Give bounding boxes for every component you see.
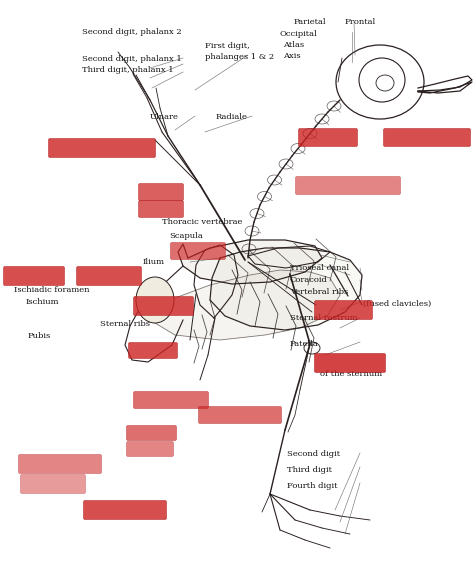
FancyBboxPatch shape [127,425,176,441]
FancyBboxPatch shape [18,455,101,473]
FancyBboxPatch shape [20,475,85,493]
Text: Third digit, phalanx 1: Third digit, phalanx 1 [82,66,173,74]
Text: Coracoid: Coracoid [290,276,328,284]
Text: First digit,: First digit, [205,42,250,50]
Text: Thoracic vertebrae: Thoracic vertebrae [162,218,242,226]
Ellipse shape [136,277,174,323]
Text: of the sternum: of the sternum [320,370,382,378]
FancyBboxPatch shape [134,391,209,408]
Text: Second digit, phalanx 2: Second digit, phalanx 2 [82,28,182,36]
Polygon shape [178,240,322,284]
FancyBboxPatch shape [134,297,193,315]
Text: phalanges 1 & 2: phalanges 1 & 2 [205,53,274,61]
FancyBboxPatch shape [199,407,282,424]
Text: Sternal rostrum: Sternal rostrum [290,314,357,322]
FancyBboxPatch shape [138,201,183,218]
FancyBboxPatch shape [128,342,177,358]
FancyBboxPatch shape [315,353,385,373]
Polygon shape [150,270,340,340]
Text: Frontal: Frontal [345,18,376,26]
Text: Pubis: Pubis [28,332,51,340]
Text: Second digit: Second digit [287,450,340,458]
Text: Fourth digit: Fourth digit [287,482,337,490]
FancyBboxPatch shape [171,243,226,260]
Polygon shape [210,248,362,330]
Text: Vertebral ribs: Vertebral ribs [290,288,348,296]
Text: Scapula: Scapula [169,232,203,240]
Text: Ilium: Ilium [143,258,165,266]
FancyBboxPatch shape [295,176,401,194]
Text: Second digit, phalanx 1: Second digit, phalanx 1 [82,55,182,63]
FancyBboxPatch shape [83,501,166,519]
FancyBboxPatch shape [76,266,142,286]
Text: Ischiadic foramen: Ischiadic foramen [14,286,90,294]
Text: Sternal ribs: Sternal ribs [100,320,150,328]
FancyBboxPatch shape [3,266,64,286]
Text: Ischium: Ischium [26,298,60,306]
Text: Patella: Patella [290,340,319,348]
Text: Axis: Axis [283,52,301,60]
FancyBboxPatch shape [315,301,373,319]
FancyBboxPatch shape [299,129,357,146]
Text: Parietal: Parietal [294,18,327,26]
FancyBboxPatch shape [127,442,173,456]
FancyBboxPatch shape [48,138,155,158]
Text: (fused clavicles): (fused clavicles) [363,300,431,308]
Text: Atlas: Atlas [283,41,304,49]
Text: Trioseal canal: Trioseal canal [290,264,349,272]
Text: Occipital: Occipital [280,30,318,38]
Text: Radiale: Radiale [216,113,248,121]
FancyBboxPatch shape [138,184,183,201]
Text: Third digit: Third digit [287,466,332,474]
Text: Ulnare: Ulnare [150,113,179,121]
FancyBboxPatch shape [383,129,471,146]
